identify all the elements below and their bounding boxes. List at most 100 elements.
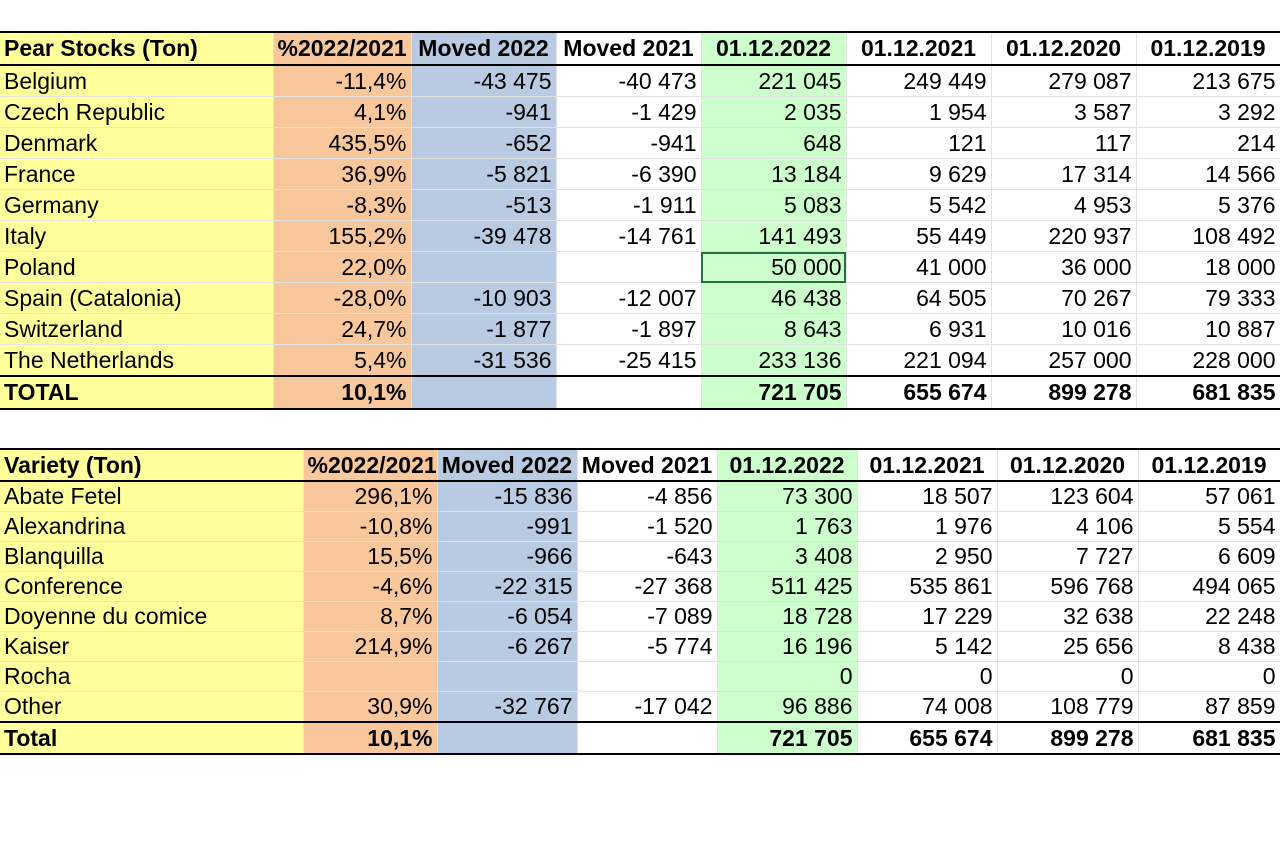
table-cell[interactable]: 5,4% [273, 344, 412, 377]
table-cell[interactable]: 36 000 [991, 251, 1137, 283]
table-cell[interactable]: 87 859 [1138, 691, 1280, 723]
row-label[interactable]: The Netherlands [0, 344, 274, 377]
table-cell[interactable]: 0 [997, 661, 1139, 692]
table-cell[interactable]: 15,5% [303, 541, 438, 572]
table-cell[interactable]: 1 954 [846, 96, 992, 128]
table-cell[interactable]: 25 656 [997, 631, 1139, 662]
row-label[interactable]: Poland [0, 251, 274, 283]
table-cell[interactable]: 214,9% [303, 631, 438, 662]
table-cell[interactable]: -31 536 [411, 344, 557, 377]
table-cell[interactable]: 22 248 [1138, 601, 1280, 632]
table-cell[interactable]: 899 278 [997, 721, 1139, 755]
row-label[interactable]: Doyenne du comice [0, 601, 304, 632]
table-cell[interactable]: 899 278 [991, 375, 1137, 410]
table-cell[interactable]: 5 142 [857, 631, 998, 662]
table-cell[interactable]: 5 376 [1136, 189, 1280, 221]
table-cell[interactable]: 108 492 [1136, 220, 1280, 252]
table-cell[interactable]: 16 196 [717, 631, 858, 662]
column-header[interactable]: Moved 2022 [437, 448, 578, 482]
row-label[interactable]: Blanquilla [0, 541, 304, 572]
table-cell[interactable]: -513 [411, 189, 557, 221]
table-cell[interactable]: 535 861 [857, 571, 998, 602]
table-cell[interactable]: 123 604 [997, 481, 1139, 512]
row-label[interactable]: Denmark [0, 127, 274, 159]
table-cell[interactable]: -8,3% [273, 189, 412, 221]
row-label[interactable]: Kaiser [0, 631, 304, 662]
table-cell[interactable]: 228 000 [1136, 344, 1280, 377]
row-label[interactable]: Switzerland [0, 313, 274, 345]
table-cell[interactable]: -7 089 [577, 601, 718, 632]
table-cell[interactable]: 681 835 [1136, 375, 1280, 410]
table-cell[interactable]: 5 554 [1138, 511, 1280, 542]
row-label[interactable]: France [0, 158, 274, 190]
table-cell[interactable]: -941 [556, 127, 702, 159]
table-cell[interactable]: -27 368 [577, 571, 718, 602]
table-cell[interactable]: -5 821 [411, 158, 557, 190]
table-cell[interactable]: 221 045 [701, 65, 847, 97]
table-cell[interactable]: 4 106 [997, 511, 1139, 542]
table-cell[interactable]: -10 903 [411, 282, 557, 314]
table-cell[interactable]: 10,1% [303, 721, 438, 755]
table-cell[interactable]: -6 390 [556, 158, 702, 190]
column-header[interactable]: Moved 2022 [411, 31, 557, 66]
column-header[interactable]: 01.12.2020 [997, 448, 1139, 482]
table-cell[interactable]: 18 000 [1136, 251, 1280, 283]
table-cell[interactable]: 41 000 [846, 251, 992, 283]
table-cell[interactable]: 55 449 [846, 220, 992, 252]
column-header[interactable]: %2022/2021 [273, 31, 412, 66]
column-header[interactable]: 01.12.2021 [857, 448, 998, 482]
table-cell[interactable]: 8 438 [1138, 631, 1280, 662]
table-cell[interactable]: 46 438 [701, 282, 847, 314]
table-cell[interactable]: -32 767 [437, 691, 578, 723]
row-label[interactable]: Germany [0, 189, 274, 221]
table-cell[interactable]: -941 [411, 96, 557, 128]
table-cell[interactable]: 18 507 [857, 481, 998, 512]
column-header[interactable]: Pear Stocks (Ton) [0, 31, 274, 66]
table-cell[interactable]: -12 007 [556, 282, 702, 314]
table-cell[interactable] [556, 375, 702, 410]
table-cell[interactable]: -966 [437, 541, 578, 572]
table-cell[interactable]: -11,4% [273, 65, 412, 97]
table-cell[interactable]: -15 836 [437, 481, 578, 512]
table-cell[interactable]: 14 566 [1136, 158, 1280, 190]
table-cell[interactable]: -39 478 [411, 220, 557, 252]
table-cell[interactable]: -25 415 [556, 344, 702, 377]
table-cell[interactable] [556, 251, 702, 283]
table-cell[interactable]: 8 643 [701, 313, 847, 345]
table-cell[interactable]: 22,0% [273, 251, 412, 283]
table-cell[interactable]: 5 542 [846, 189, 992, 221]
table-cell[interactable]: 4 953 [991, 189, 1137, 221]
table-cell[interactable]: 108 779 [997, 691, 1139, 723]
table-cell[interactable]: 8,7% [303, 601, 438, 632]
table-cell[interactable]: 10,1% [273, 375, 412, 410]
table-cell[interactable]: 648 [701, 127, 847, 159]
row-label[interactable]: Abate Fetel [0, 481, 304, 512]
table-cell[interactable]: 70 267 [991, 282, 1137, 314]
table-cell[interactable]: 2 950 [857, 541, 998, 572]
table-cell[interactable] [577, 721, 718, 755]
table-cell[interactable]: -4 856 [577, 481, 718, 512]
row-label[interactable]: Total [0, 721, 304, 755]
row-label[interactable]: Alexandrina [0, 511, 304, 542]
row-label[interactable]: Other [0, 691, 304, 723]
table-cell[interactable]: -643 [577, 541, 718, 572]
table-cell[interactable]: 5 083 [701, 189, 847, 221]
column-header[interactable]: Moved 2021 [577, 448, 718, 482]
table-cell[interactable]: -5 774 [577, 631, 718, 662]
table-cell[interactable]: 6 609 [1138, 541, 1280, 572]
table-cell[interactable]: 57 061 [1138, 481, 1280, 512]
table-cell[interactable]: 7 727 [997, 541, 1139, 572]
column-header[interactable]: 01.12.2022 [717, 448, 858, 482]
table-cell[interactable] [437, 721, 578, 755]
table-cell[interactable] [437, 661, 578, 692]
table-cell[interactable]: 655 674 [857, 721, 998, 755]
row-label[interactable]: TOTAL [0, 375, 274, 410]
table-cell[interactable]: 36,9% [273, 158, 412, 190]
table-cell[interactable]: -1 520 [577, 511, 718, 542]
table-cell[interactable]: 0 [857, 661, 998, 692]
table-cell[interactable]: 220 937 [991, 220, 1137, 252]
table-cell[interactable]: 1 763 [717, 511, 858, 542]
table-cell[interactable]: 30,9% [303, 691, 438, 723]
table-cell[interactable]: -10,8% [303, 511, 438, 542]
column-header[interactable]: 01.12.2022 [701, 31, 847, 66]
